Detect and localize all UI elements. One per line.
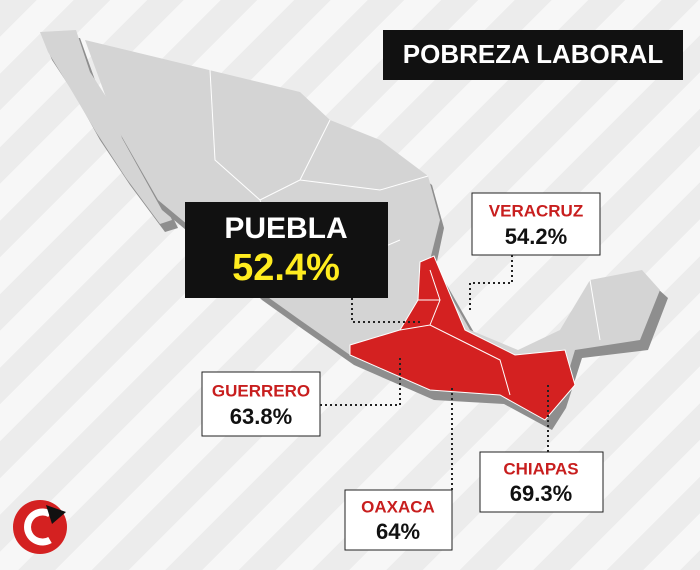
callout-box xyxy=(185,202,388,298)
region-value: 63.8% xyxy=(230,404,292,429)
land xyxy=(40,30,172,224)
region-name: CHIAPAS xyxy=(503,459,578,478)
region-name: OAXACA xyxy=(361,497,435,516)
title-box xyxy=(383,30,683,80)
region-value: 64% xyxy=(376,519,420,544)
callout-box xyxy=(471,192,601,256)
callout-box xyxy=(479,451,604,513)
region-value: 52.4% xyxy=(232,247,340,289)
logo-arrow xyxy=(46,505,66,524)
region-name: VERACRUZ xyxy=(489,201,583,220)
logo-mark xyxy=(24,508,52,546)
title: POBREZA LABORAL xyxy=(403,39,664,69)
leader-lines xyxy=(320,255,549,490)
region-name: PUEBLA xyxy=(224,212,347,245)
region-name: GUERRERO xyxy=(212,381,310,400)
logo xyxy=(13,500,67,554)
highlighted-states xyxy=(349,255,576,421)
region-value: 69.3% xyxy=(510,481,572,506)
callout-box xyxy=(201,371,321,437)
region-value: 54.2% xyxy=(505,224,567,249)
state-borders xyxy=(399,269,511,396)
callout-box xyxy=(344,489,453,551)
